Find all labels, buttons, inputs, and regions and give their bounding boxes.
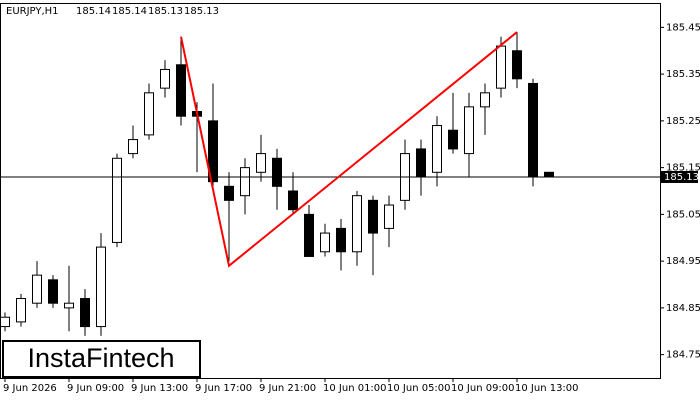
- candle-body: [128, 139, 138, 155]
- logo: InstaFintech: [27, 343, 174, 373]
- candle-body: [80, 298, 90, 328]
- candle-body: [176, 64, 186, 117]
- x-tick-label: 10 Jun 05:00: [387, 383, 451, 394]
- candle-body: [352, 195, 362, 253]
- y-tick-label: 184.95: [666, 256, 700, 267]
- header-value: 185.14: [112, 6, 147, 17]
- x-tick-label: 10 Jun 13:00: [515, 383, 579, 394]
- candle-body: [112, 157, 122, 243]
- candle-body: [480, 92, 490, 108]
- logo-box: [2, 340, 201, 378]
- x-tick-label: 9 Jun 21:00: [259, 383, 316, 394]
- candle-body: [0, 316, 10, 328]
- candle-body: [496, 45, 506, 89]
- candle-body: [256, 153, 266, 173]
- x-tick-label: 9 Jun 2026: [3, 383, 57, 394]
- header-value: 185.13: [148, 6, 183, 17]
- candle-body: [96, 246, 106, 328]
- candle-body: [448, 129, 458, 150]
- x-tick-label: 9 Jun 09:00: [67, 383, 124, 394]
- candle-body: [160, 68, 170, 89]
- x-tick-label: 10 Jun 01:00: [323, 383, 387, 394]
- candle-body: [416, 148, 426, 178]
- y-tick-label: 185.35: [666, 69, 700, 80]
- candle-body: [336, 227, 346, 253]
- candle-body: [16, 298, 26, 323]
- candle-body: [512, 50, 522, 80]
- candle-body: [32, 274, 42, 304]
- header-value: 185.13: [184, 6, 219, 17]
- candle-body: [144, 92, 154, 136]
- candle-body: [432, 125, 442, 173]
- candle-body: [288, 190, 298, 211]
- chart-title: EURJPY,H1: [6, 6, 59, 17]
- candle-body: [64, 302, 74, 309]
- candle-body: [384, 204, 394, 229]
- candle-body: [304, 213, 314, 257]
- candle-body: [528, 82, 538, 178]
- candle-body: [544, 171, 554, 178]
- y-tick-label: 185.05: [666, 209, 700, 220]
- pattern-line: [180, 31, 518, 268]
- y-tick-label: 185.25: [666, 116, 700, 127]
- y-tick-label: 185.15: [666, 163, 700, 174]
- x-tick-label: 9 Jun 17:00: [195, 383, 252, 394]
- plot-frame: [0, 3, 661, 379]
- candle-body: [320, 232, 330, 253]
- candle-body: [272, 157, 282, 187]
- y-tick-label: 185.45: [666, 22, 700, 33]
- price-label-box: [661, 170, 698, 183]
- candle-body: [48, 279, 58, 304]
- x-tick-label: 9 Jun 13:00: [131, 383, 188, 394]
- price-label: 185.13: [664, 172, 699, 183]
- x-tick-label: 10 Jun 09:00: [451, 383, 515, 394]
- y-tick-label: 184.85: [666, 303, 700, 314]
- y-tick-label: 184.75: [666, 350, 700, 361]
- header-value: 185.14: [76, 6, 111, 17]
- candle-body: [240, 167, 250, 197]
- candle-body: [208, 120, 218, 183]
- candle-body: [224, 185, 234, 201]
- candle-body: [368, 199, 378, 234]
- candle-body: [464, 106, 474, 155]
